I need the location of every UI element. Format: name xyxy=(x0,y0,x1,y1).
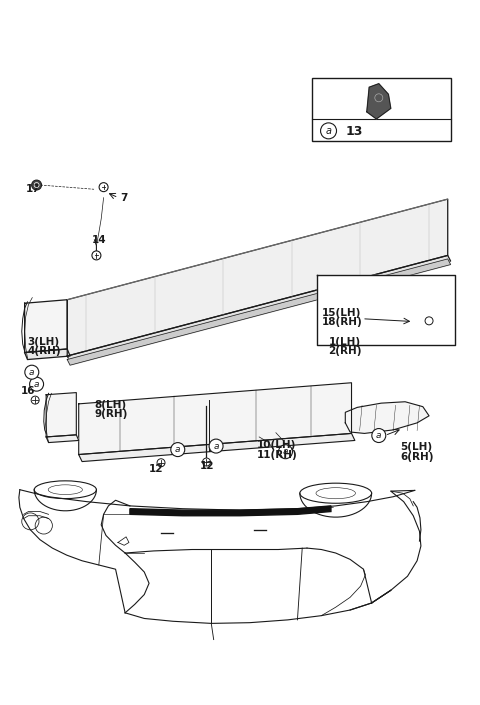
Text: 14: 14 xyxy=(92,235,106,245)
Polygon shape xyxy=(24,300,67,352)
Polygon shape xyxy=(79,434,355,462)
Text: 9(RH): 9(RH) xyxy=(94,410,127,419)
Polygon shape xyxy=(67,259,451,365)
FancyBboxPatch shape xyxy=(312,78,451,142)
Circle shape xyxy=(321,123,336,139)
Polygon shape xyxy=(79,383,351,455)
Polygon shape xyxy=(46,435,79,443)
Circle shape xyxy=(25,365,39,379)
Circle shape xyxy=(425,317,433,325)
Circle shape xyxy=(32,180,42,190)
Text: 15(LH): 15(LH) xyxy=(322,308,361,318)
Text: 6(RH): 6(RH) xyxy=(400,452,434,462)
Circle shape xyxy=(99,183,108,192)
Text: 17: 17 xyxy=(25,184,40,195)
Polygon shape xyxy=(67,199,448,356)
Polygon shape xyxy=(24,349,70,360)
Text: 18(RH): 18(RH) xyxy=(322,317,362,327)
Text: 13: 13 xyxy=(345,125,363,138)
Polygon shape xyxy=(317,275,456,345)
Text: a: a xyxy=(283,447,288,456)
Text: a: a xyxy=(34,380,39,388)
Circle shape xyxy=(31,396,39,404)
Circle shape xyxy=(203,458,211,466)
Circle shape xyxy=(30,377,44,391)
Text: a: a xyxy=(175,445,180,454)
Polygon shape xyxy=(46,393,76,437)
Text: 2(RH): 2(RH) xyxy=(328,346,362,356)
Text: 5(LH): 5(LH) xyxy=(400,443,432,453)
Polygon shape xyxy=(130,506,331,516)
Circle shape xyxy=(372,429,386,443)
Polygon shape xyxy=(345,402,429,434)
Circle shape xyxy=(209,439,223,453)
Text: 11(RH): 11(RH) xyxy=(257,450,298,460)
Text: 12: 12 xyxy=(199,461,214,471)
Polygon shape xyxy=(367,84,391,119)
Text: a: a xyxy=(325,126,332,136)
Circle shape xyxy=(92,251,101,260)
Text: 12: 12 xyxy=(149,465,164,474)
Text: 7: 7 xyxy=(120,192,128,203)
Polygon shape xyxy=(67,255,451,362)
Text: a: a xyxy=(213,441,219,450)
Text: 1(LH): 1(LH) xyxy=(328,337,360,347)
Text: 3(LH): 3(LH) xyxy=(27,337,59,347)
Text: a: a xyxy=(29,368,35,376)
Text: a: a xyxy=(376,431,382,440)
Circle shape xyxy=(171,443,185,457)
Text: 16: 16 xyxy=(21,386,36,396)
Text: 4(RH): 4(RH) xyxy=(27,346,60,356)
Text: 8(LH): 8(LH) xyxy=(94,400,126,410)
Circle shape xyxy=(278,445,292,459)
Text: 10(LH): 10(LH) xyxy=(257,441,296,450)
Circle shape xyxy=(157,459,165,467)
